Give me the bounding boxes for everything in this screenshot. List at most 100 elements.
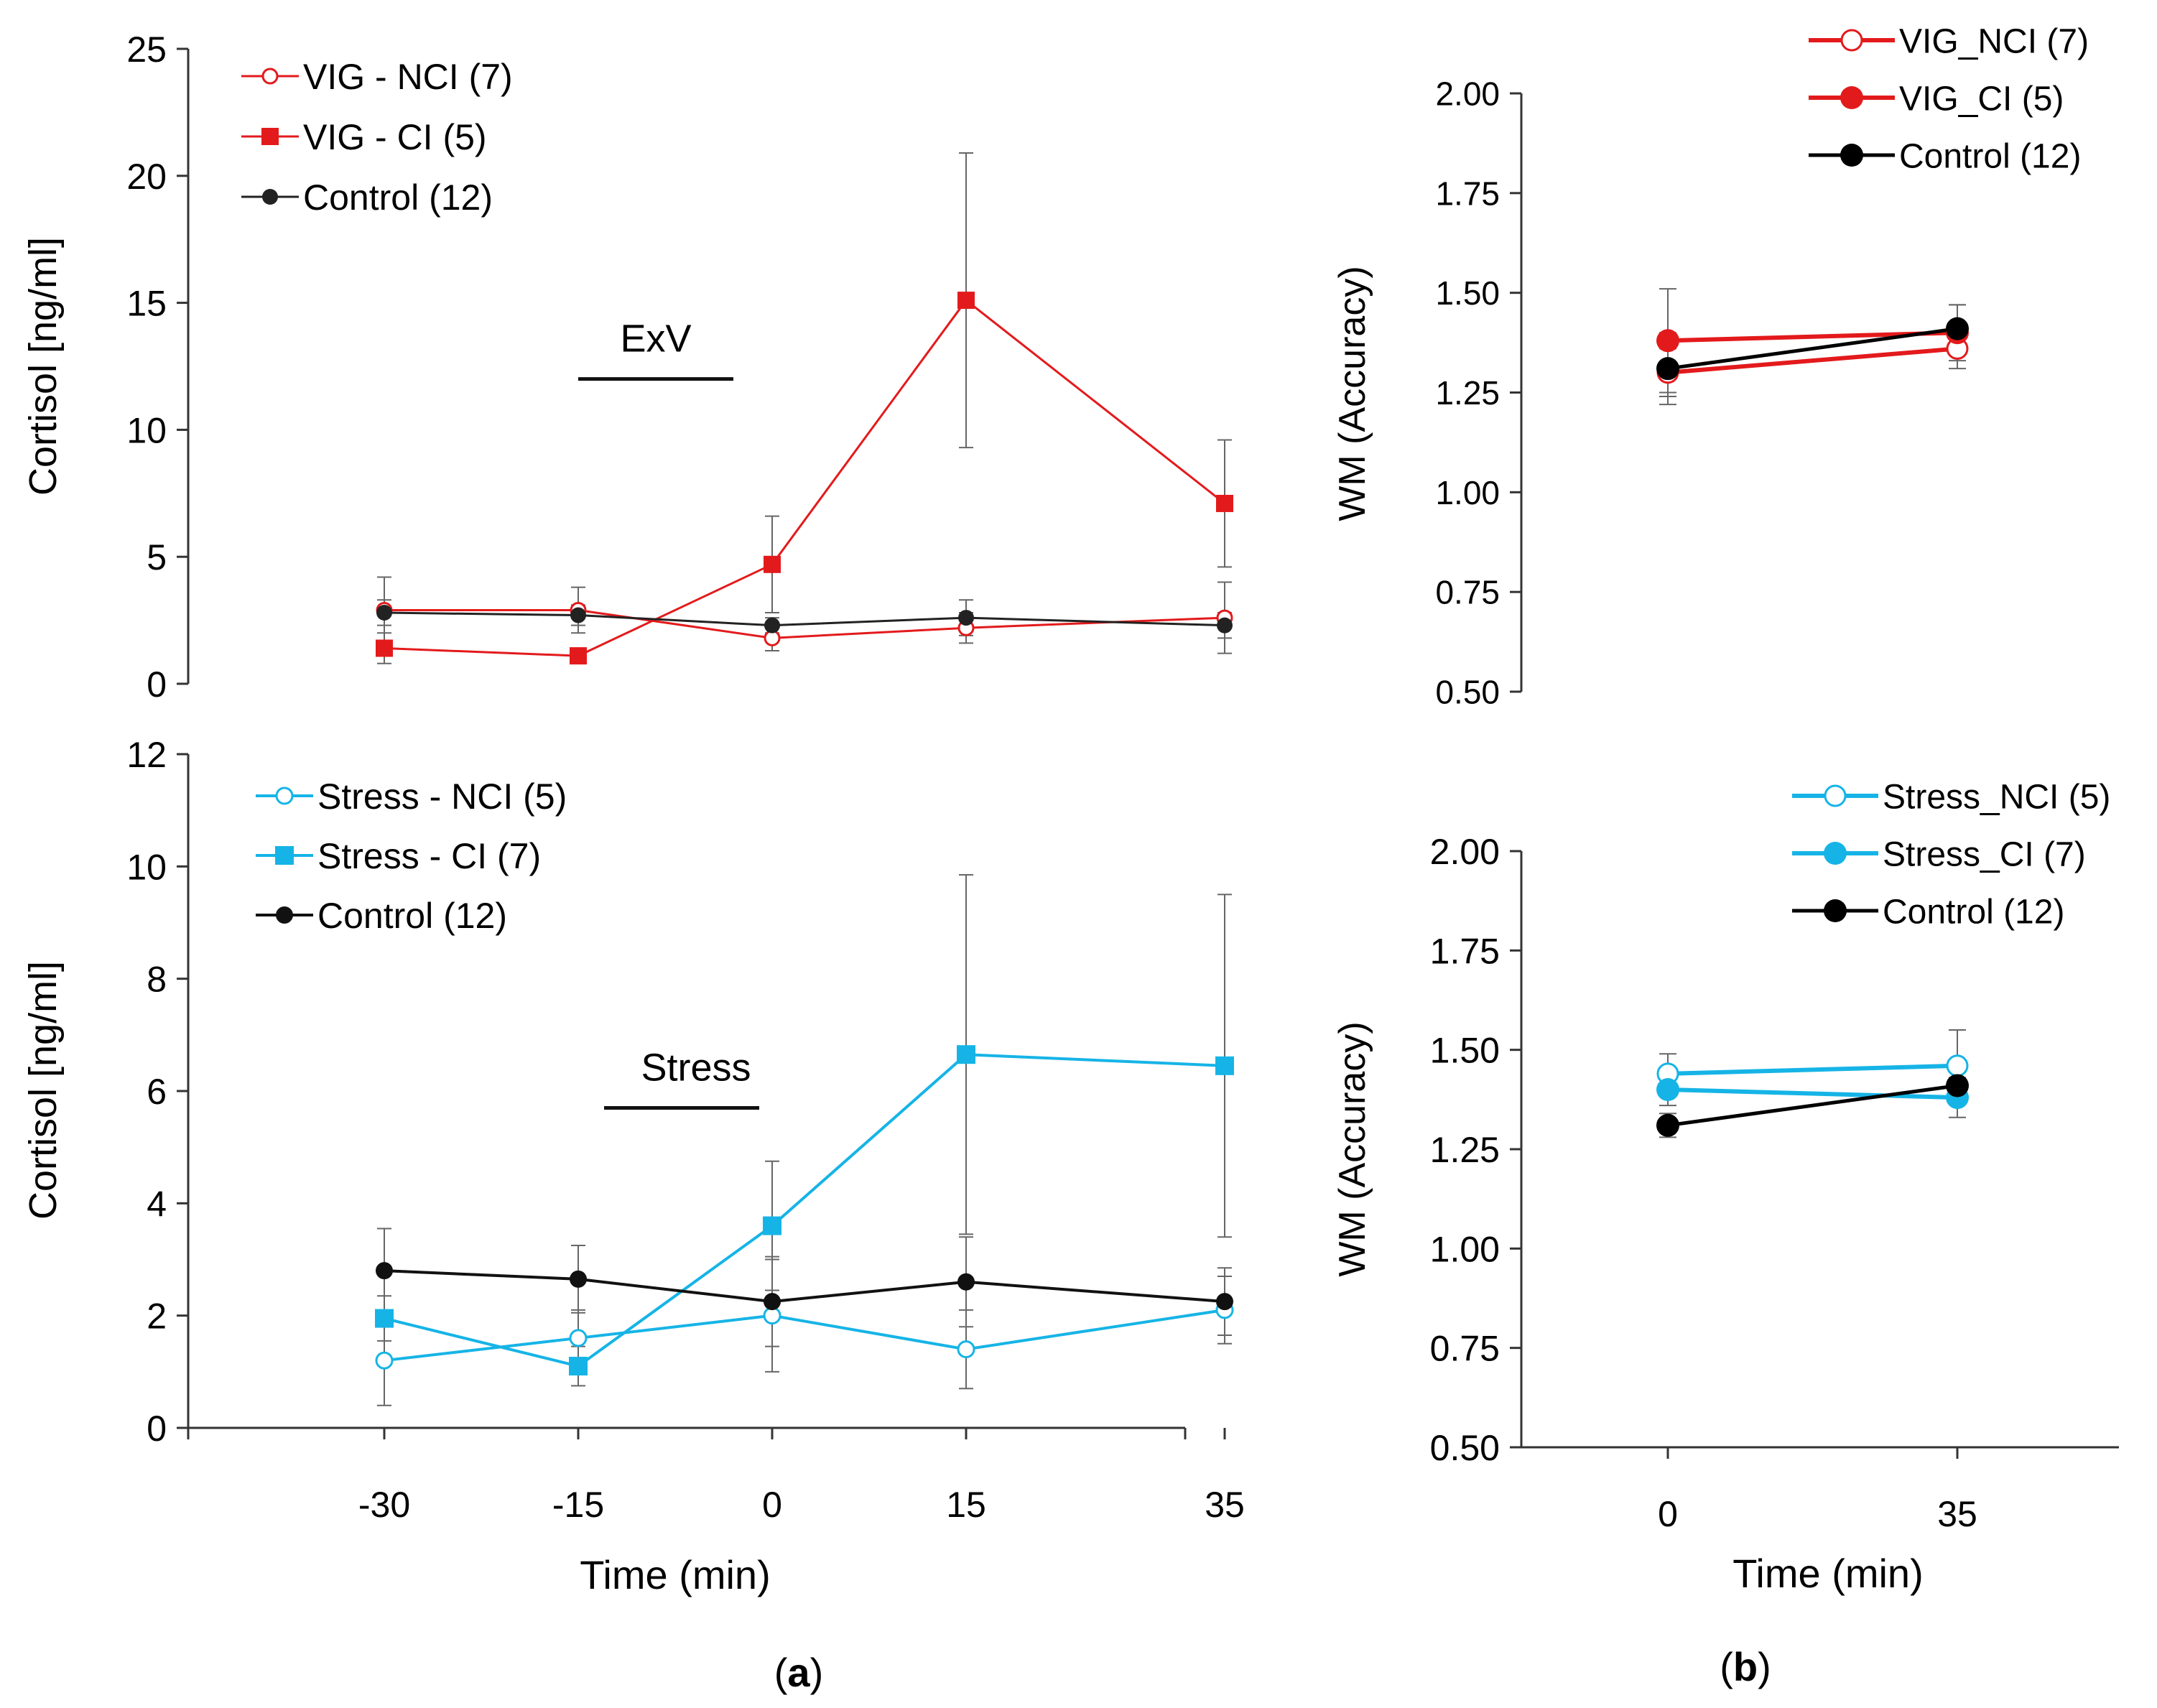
a-top-legend-vig-nci-7-label: VIG - NCI (7)	[303, 57, 513, 97]
b-top-control-12-point	[1946, 317, 1969, 340]
b-bottom-y-tick-label: 0.75	[1430, 1329, 1500, 1369]
a-top-legend-control-12-marker	[262, 189, 278, 205]
a-top-vig-ci-5-point	[764, 555, 781, 573]
panel-a-letter: a	[787, 1650, 810, 1695]
a-bottom-x-tick-label: 15	[946, 1485, 986, 1525]
b-bottom-legend-stress-ci-7-marker	[1824, 842, 1847, 865]
a-top-control-12-point	[764, 617, 780, 633]
a-bottom-stress-nci-5-point	[375, 1351, 394, 1370]
a-top-vig-ci-5-point	[1216, 494, 1233, 512]
panel-b-bottom-wm-stress-chart: 0.50 0.75 1.00 1.25 1.50 1.75 2.00 WM (Accuracy…	[1332, 778, 2119, 1596]
a-bottom-y-tick-label: 12	[126, 735, 167, 775]
b-bottom-stress-nci-5-line	[1667, 1063, 1958, 1076]
a-bottom-control-12-point	[376, 1262, 393, 1280]
a-top-legend-control-12-label: Control (12)	[303, 177, 493, 218]
b-top-y-tick-label: 2.00	[1435, 75, 1500, 113]
b-top-legend-control-12-marker	[1840, 144, 1863, 167]
a-bottom-legend-stress-ci-7-marker	[275, 846, 294, 865]
a-bottom-legend-control-12-marker	[276, 906, 293, 924]
b-top-legend-vig-ci-5-label: VIG_CI (5)	[1899, 80, 2064, 118]
b-top-y-tick-label: 1.25	[1435, 374, 1500, 412]
b-bottom-control-12-point	[1656, 1113, 1679, 1137]
b-bottom-legend-stress-ci-7-label: Stress_CI (7)	[1883, 835, 2086, 873]
a-top-y-axis-label: Cortisol [ng/ml]	[22, 237, 65, 496]
a-bottom-stress-ci-7-point	[763, 1216, 781, 1235]
a-top-y-tick-label: 25	[126, 29, 167, 70]
b-top-legend-control-12-label: Control (12)	[1899, 137, 2081, 175]
a-top-vig-ci-5-point	[376, 639, 393, 657]
b-top-legend-vig-nci-7-label: VIG_NCI (7)	[1899, 22, 2089, 60]
b-bottom-y-axis-label: WM (Accuracy)	[1332, 1021, 1373, 1276]
b-bottom-x-tick-label: 35	[1937, 1494, 1977, 1534]
b-top-y-axis-label: WM (Accuracy)	[1332, 266, 1373, 521]
a-bottom-control-12-point	[957, 1273, 975, 1291]
a-top-control-12-point	[958, 610, 974, 626]
a-top-legend-vig-nci-7-marker	[261, 68, 279, 85]
panel-b-top-wm-vig-chart: 0.50 0.75 1.00 1.25 1.50 1.75 2.00 WM (Accuracy…	[1332, 22, 2089, 710]
a-bottom-x-tick-label: 0	[762, 1485, 782, 1525]
b-bottom-y-tick-label: 0.50	[1430, 1428, 1500, 1468]
b-bottom-y-tick-label: 2.00	[1430, 832, 1500, 872]
b-top-y-tick-label: 1.00	[1435, 474, 1500, 511]
b-top-y-tick-label: 1.75	[1435, 175, 1500, 212]
b-bottom-legend-control-12-marker	[1824, 899, 1847, 922]
a-bottom-y-tick-label: 4	[147, 1184, 167, 1224]
b-top-legend-vig-ci-5-marker	[1840, 86, 1863, 109]
a-top-legend-vig-ci-5-label: VIG - CI (5)	[303, 117, 487, 157]
a-bottom-x-axis-label: Time (min)	[580, 1552, 770, 1597]
b-bottom-y-tick-label: 1.75	[1430, 931, 1500, 971]
a-bottom-control-12-point	[1216, 1293, 1233, 1311]
a-bottom-stress-ci-7-point	[957, 1045, 975, 1064]
b-bottom-stress-nci-5-point	[1946, 1054, 1969, 1077]
a-bottom-x-tick-label: -15	[552, 1485, 604, 1525]
a-top-control-12-point	[1217, 617, 1233, 633]
a-bottom-y-tick-label: 8	[147, 960, 167, 1000]
a-top-y-tick-label: 0	[147, 664, 167, 705]
a-bottom-stress-nci-5-point	[957, 1340, 975, 1359]
a-bottom-y-tick-label: 10	[126, 847, 167, 887]
b-bottom-y-tick-label: 1.50	[1430, 1031, 1500, 1071]
a-top-annotation-label: ExV	[620, 317, 691, 361]
b-bottom-stress-ci-7-line	[1667, 1087, 1958, 1100]
a-top-legend-vig-ci-5-marker	[261, 128, 279, 145]
b-top-vig-ci-5-point	[1656, 329, 1679, 353]
b-bottom-y-tick-label: 1.25	[1430, 1130, 1500, 1170]
a-top-vig-ci-5-point	[570, 647, 587, 665]
a-bottom-stress-ci-7-point	[375, 1309, 394, 1328]
b-bottom-legend-stress-nci-5-marker	[1824, 784, 1847, 807]
a-bottom-stress-ci-7-point	[569, 1357, 588, 1376]
a-top-y-tick-label: 10	[126, 410, 167, 450]
b-top-vig-nci-7-line	[1667, 346, 1958, 375]
panel-a-top-cortisol-vig-chart: 0 5 10 15 20 25 Cortisol [ng/ml] ExV VIG - NCI (…	[22, 29, 1233, 705]
a-bottom-control-12-point	[764, 1293, 781, 1311]
b-top-control-12-line	[1667, 327, 1958, 371]
b-top-y-tick-label: 1.50	[1435, 274, 1500, 312]
a-bottom-stress-nci-5-point	[569, 1329, 588, 1347]
a-top-vig-ci-5-point	[957, 292, 975, 310]
a-bottom-legend-stress-nci-5-marker	[275, 786, 294, 805]
panel-b-caption: (b)	[1720, 1644, 1771, 1689]
a-bottom-y-tick-label: 0	[147, 1408, 167, 1449]
b-bottom-x-tick-label: 0	[1658, 1494, 1678, 1534]
a-top-y-tick-label: 5	[147, 537, 167, 577]
b-bottom-legend-stress-nci-5-label: Stress_NCI (5)	[1883, 778, 2110, 816]
a-top-y-tick-label: 20	[126, 157, 167, 197]
a-bottom-y-tick-label: 6	[147, 1072, 167, 1112]
b-top-y-tick-label: 0.75	[1435, 574, 1500, 611]
a-bottom-annotation-label: Stress	[641, 1046, 751, 1089]
a-bottom-legend-stress-ci-7-label: Stress - CI (7)	[317, 836, 541, 876]
b-top-legend-vig-nci-7-marker	[1840, 29, 1863, 52]
a-bottom-y-axis-label: Cortisol [ng/ml]	[22, 961, 65, 1220]
b-bottom-legend-control-12-label: Control (12)	[1883, 893, 2064, 931]
b-bottom-control-12-point	[1946, 1074, 1969, 1097]
a-top-y-tick-label: 15	[126, 284, 167, 324]
b-bottom-stress-ci-7-point	[1656, 1078, 1679, 1101]
a-bottom-x-tick-label: 35	[1205, 1485, 1245, 1525]
a-top-control-12-point	[570, 607, 586, 623]
panel-b-letter: b	[1733, 1644, 1758, 1689]
b-bottom-y-tick-label: 1.00	[1430, 1229, 1500, 1269]
panel-a-bottom-cortisol-stress-chart: 0 2 4 6 8 10 12 Cortisol [ng/ml] -30 -15 0 15 35 Time…	[22, 735, 1245, 1597]
b-top-y-tick-label: 0.50	[1435, 674, 1500, 711]
a-bottom-y-tick-label: 2	[147, 1296, 167, 1337]
